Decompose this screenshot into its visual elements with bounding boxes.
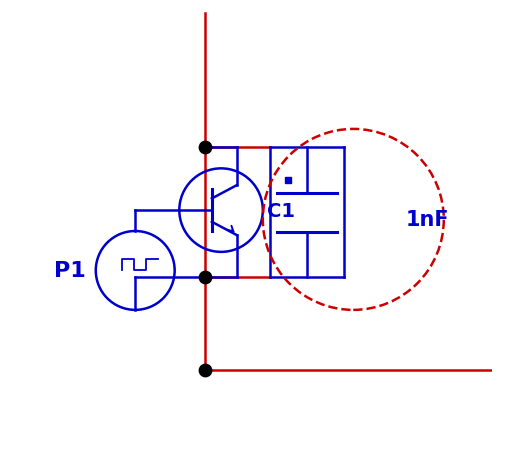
Text: C1: C1 bbox=[267, 201, 295, 220]
Text: P1: P1 bbox=[54, 261, 86, 281]
Point bbox=[201, 144, 209, 152]
Point bbox=[201, 367, 209, 374]
Text: 1nF: 1nF bbox=[406, 210, 449, 230]
Point bbox=[201, 274, 209, 282]
Point bbox=[284, 177, 292, 184]
